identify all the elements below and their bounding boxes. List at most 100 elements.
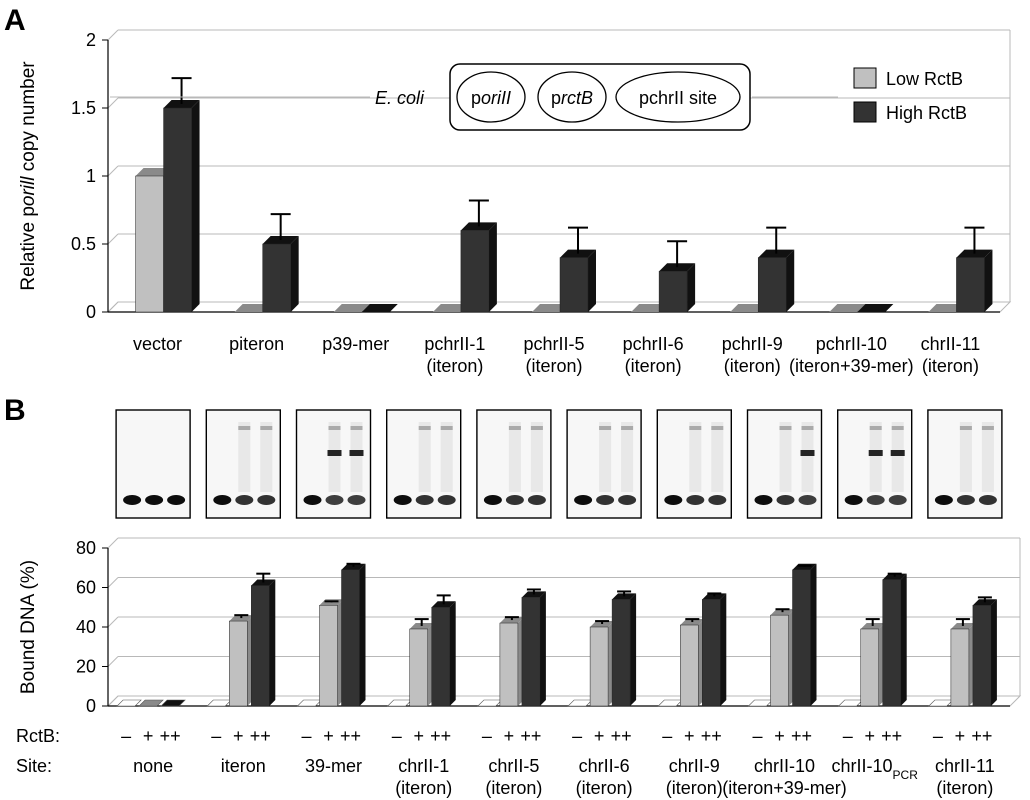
bar-face [792,569,811,707]
gel-free-band [708,495,727,505]
gel-upper-band [260,426,273,430]
bar-b-1 [409,618,434,707]
bar-face [702,599,721,707]
bar-b-1 [229,614,254,707]
bar-face [229,620,248,707]
bar-side [687,263,696,312]
y-tick-label-a: 1.5 [71,98,96,118]
site-label: iteron [221,756,266,776]
rctb-level-label: ++ [881,726,902,746]
bar-b-2 [882,572,907,707]
y-tick-label-b: 0 [86,696,96,716]
gel-upper-band [621,426,634,430]
gridline-depth-b [107,616,119,628]
legend-swatch-low [853,67,877,89]
bar-face [680,624,699,707]
gel-complex-band [868,450,883,456]
gel-upper-band [418,426,431,430]
bar-b-2 [431,594,456,707]
category-label-a: vector [133,334,182,354]
bar-a-high [262,213,299,313]
gel-free-band [347,495,366,505]
bar-a-high [559,226,596,313]
gel-upper-band [328,426,341,430]
rctb-level-label: + [774,726,785,746]
chart-panel-a: 0 0.5 1 1.5 2 Relative porill copy number ve… [18,29,1012,376]
legend-label-low: Low RctB [886,69,963,89]
bar-flat [857,304,894,312]
gel-free-band [866,495,885,505]
bar-b-2 [972,596,997,707]
site-label: chrII-5 [488,756,539,776]
organism-label: E. coli [375,88,425,108]
bar-side [630,593,637,706]
bar-b-2 [341,562,366,707]
bar-face [559,257,589,313]
gel-upper-band [711,426,724,430]
gel-free-band [956,495,975,505]
site-label: (iteron) [395,778,452,798]
bar-a-low [730,304,767,312]
gel-free-band [415,495,434,505]
bar-face [460,230,490,313]
rctb-level-label: – [301,726,311,746]
gel-smear [711,422,724,492]
gridline-depth-b [107,695,119,707]
gel-free-band [844,495,863,505]
bar-face [521,597,541,707]
gel-free-band [574,495,593,505]
gel-upper-band [981,426,994,430]
bar-a-high [757,226,795,313]
bar-face [972,605,992,707]
bar-flat [138,699,164,707]
gel-free-band [145,495,164,505]
bar-side [786,249,795,312]
rctb-row-label: RctB: [16,726,60,746]
rctb-level-label: – [482,726,492,746]
legend-swatch-high [853,101,877,123]
y-tick-label-a: 1 [86,166,96,186]
rctb-level-label: ++ [430,726,451,746]
gel-smear [440,422,453,492]
bars-a [135,77,993,313]
gel-smear [779,422,792,492]
gel-free-band [437,495,456,505]
gel-free-band [393,495,412,505]
bar-face [658,270,688,313]
gel-free-band [325,495,344,505]
gel-free-band [754,495,773,505]
y-axis-title-b: Bound DNA (%) [18,560,39,694]
gel-free-band [798,495,817,505]
rctb-level-label: + [955,726,966,746]
panel-label-a: A [4,4,26,37]
gel-free-band [527,495,546,505]
bar-b-1 [499,616,524,707]
bar-b-1 [680,618,705,707]
bar-b-0 [116,699,142,707]
rctb-level-label: + [143,726,154,746]
plasmid-inset: E. coli poriII prctB pchrII site [110,63,838,131]
gel-panel [386,409,462,519]
rctb-level-label: ++ [250,726,271,746]
rctb-level-label: + [594,726,605,746]
gel-free-band [934,495,953,505]
y-ticks-a: 0 0.5 1 1.5 2 [71,30,96,322]
rctb-level-label: ++ [971,726,992,746]
gel-smear [959,422,972,492]
gel-smear [891,422,904,492]
gel-panel [656,409,732,519]
site-label: (iteron) [485,778,542,798]
gel-free-band [776,495,795,505]
bar-a-low [234,304,271,312]
plasmid-chrII-site [615,71,741,123]
gel-panel [205,409,282,519]
bar-flat [361,304,398,312]
site-label: (iteron+39-mer) [722,778,847,798]
bar-face [499,622,519,707]
rctb-level-label: + [504,726,515,746]
gridline-depth-a [107,97,119,109]
bar-side [990,599,997,706]
bar-a-low [928,304,965,312]
bar-face [882,579,901,707]
